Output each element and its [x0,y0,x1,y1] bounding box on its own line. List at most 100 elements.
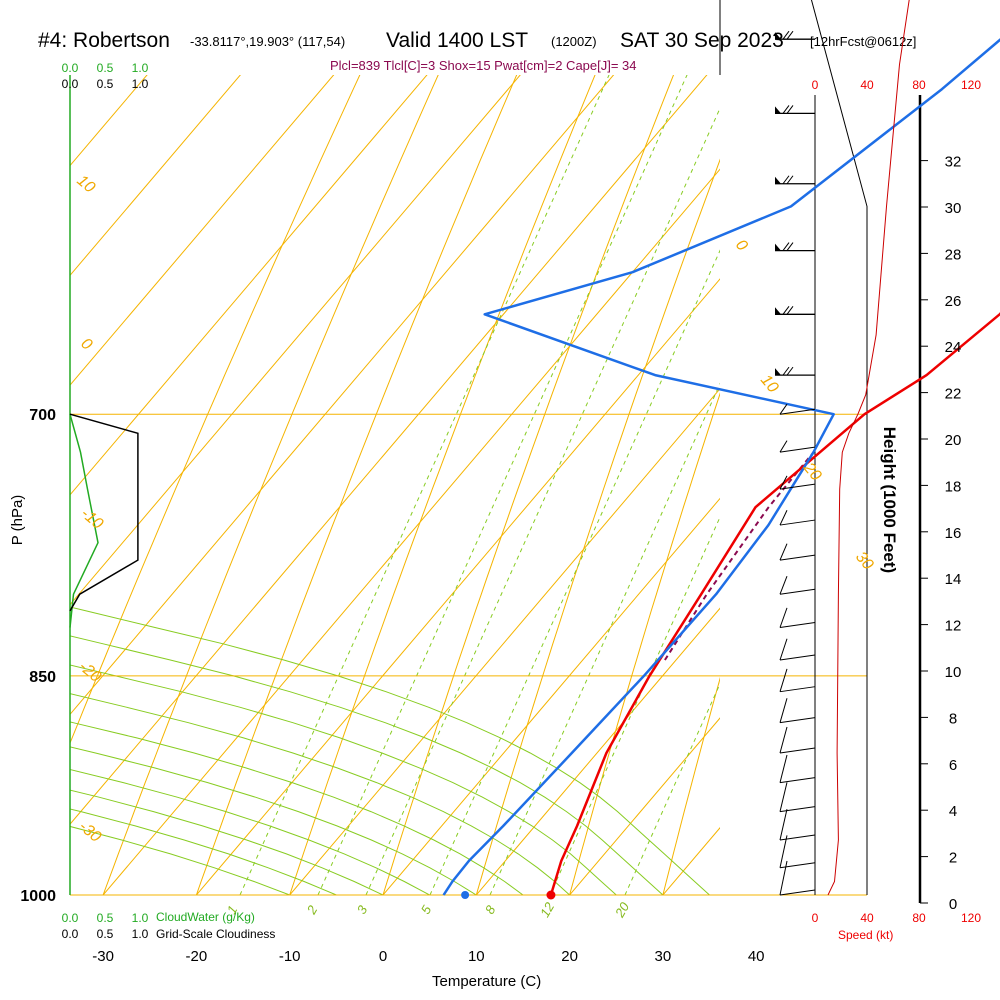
mixing-ratio-line [429,249,720,895]
dry-adiabat [475,158,720,895]
x-tick-label: 0 [379,948,387,965]
cloudwater-scale-bottom: 0.0 [62,911,79,925]
wind-barb-feather [779,668,788,692]
height-label: 6 [949,757,957,774]
mixing-ratio-line [489,382,720,895]
mixing-ratio-line [317,75,688,895]
x-tick-label: 30 [655,948,672,965]
wind-barb-feather [779,638,788,661]
mixing-ratio-line [239,75,610,895]
wind-barb-shaft [779,554,816,561]
dry-adiabat [195,75,518,895]
skew-annotation: 20 [799,459,824,484]
wind-barb-feather [779,440,788,453]
wind-barb-feather [779,543,788,561]
wind-barb-feather [779,698,788,723]
dry-adiabat [382,75,675,895]
isotherm-line [70,75,708,825]
wind-barb-feather [779,782,788,812]
moist-adiabat [70,769,430,895]
wind-barb-shaft [779,717,816,724]
wind-barb-shaft [779,889,816,896]
height-label: 2 [949,850,957,867]
wind-barb-pennant [775,176,781,184]
skew-annotation: -10 [77,505,106,533]
mixing-ratio-label: 2 [303,902,320,917]
wind-barb-shaft [779,654,816,661]
stability-indices: Plcl=839 Tlcl[C]=3 Shox=15 Pwat[cm]=2 Ca… [330,58,637,73]
height-label: 30 [945,200,962,217]
wind-barb-feather [779,835,788,868]
dewpoint-profile [442,38,1000,896]
y-axis-title: P (hPa) [9,495,26,546]
height-axis-title: Height (1000 Feet) [880,427,899,573]
wind-barb-shaft [779,483,816,490]
moist-adiabat [70,693,570,895]
dry-adiabat [102,75,439,895]
wind-barb-feather [786,105,794,114]
height-label: 28 [945,246,962,263]
skew-annotation: 0 [77,335,95,354]
temperature-profile [549,312,1000,896]
wind-barb-shaft [779,777,816,784]
dry-adiabat [289,75,596,895]
skew-annotation: -20 [75,658,104,686]
wind-barb-feather [786,175,794,185]
wind-barb-feather [779,576,788,595]
x-tick-label: -30 [92,948,114,965]
moist-adiabat [70,808,337,895]
wind-barb-shaft [779,834,816,841]
wind-barb-shaft [779,806,816,813]
isotherm-line [569,717,720,895]
dry-adiabat [850,0,1000,895]
height-label: 24 [945,339,962,356]
speed-tick-top: 80 [912,78,926,92]
skew-annotation: 0 [732,237,751,255]
height-label: 4 [949,803,957,820]
wind-barb-feather [782,175,790,185]
mixing-ratio-line [624,682,720,895]
surface-temperature-dot [546,890,556,900]
isotherm-line [756,0,1000,895]
cloudwater-scale-bottom: 1.0 [132,911,149,925]
speed-tick-bottom: 120 [961,911,981,925]
cloudwater-scale-top: 1.0 [132,61,149,75]
moist-adiabat [70,606,710,895]
wind-barb-feather [779,860,788,896]
isotherm-line [850,0,1000,895]
dry-adiabat [70,75,361,745]
cloudiness-scale-bottom: 0.5 [97,927,114,941]
height-label: 16 [945,525,962,542]
isotherm-line [196,278,720,895]
wind-barb-feather [779,475,788,490]
wind-barb-pennant [775,32,781,40]
speed-tick-bottom: 80 [912,911,926,925]
moist-adiabat [70,789,384,895]
mixing-ratio-label: 8 [482,902,499,916]
cloudwater-scale-top: 0.5 [97,61,114,75]
wind-barb-feather [786,306,794,315]
wind-barb-shaft [779,519,816,526]
x-tick-label: 10 [468,948,485,965]
station-title: #4: Robertson [38,29,170,52]
wind-barb-feather [779,607,788,628]
isotherm-line [70,75,428,496]
cloudiness-scale-top: 0.0 [62,77,79,91]
cloudiness-legend: Grid-Scale Cloudiness [156,927,275,941]
parcel-trace [664,451,815,661]
wind-barb-feather [779,510,788,526]
pressure-label: 700 [29,407,56,424]
wind-barb-shaft [779,446,816,453]
wind-barb-feather [786,366,794,376]
wind-barb-feather [782,306,790,315]
isotherm-line [70,75,335,386]
speed-tick-top: 120 [961,78,981,92]
x-axis-title: Temperature (C) [432,973,541,990]
wind-barb-shaft [779,621,816,628]
wind-barb-feather [779,754,788,783]
isotherm-line [382,497,720,895]
moist-adiabat [70,746,477,895]
isotherm-line [289,387,720,895]
height-label: 0 [949,896,957,913]
